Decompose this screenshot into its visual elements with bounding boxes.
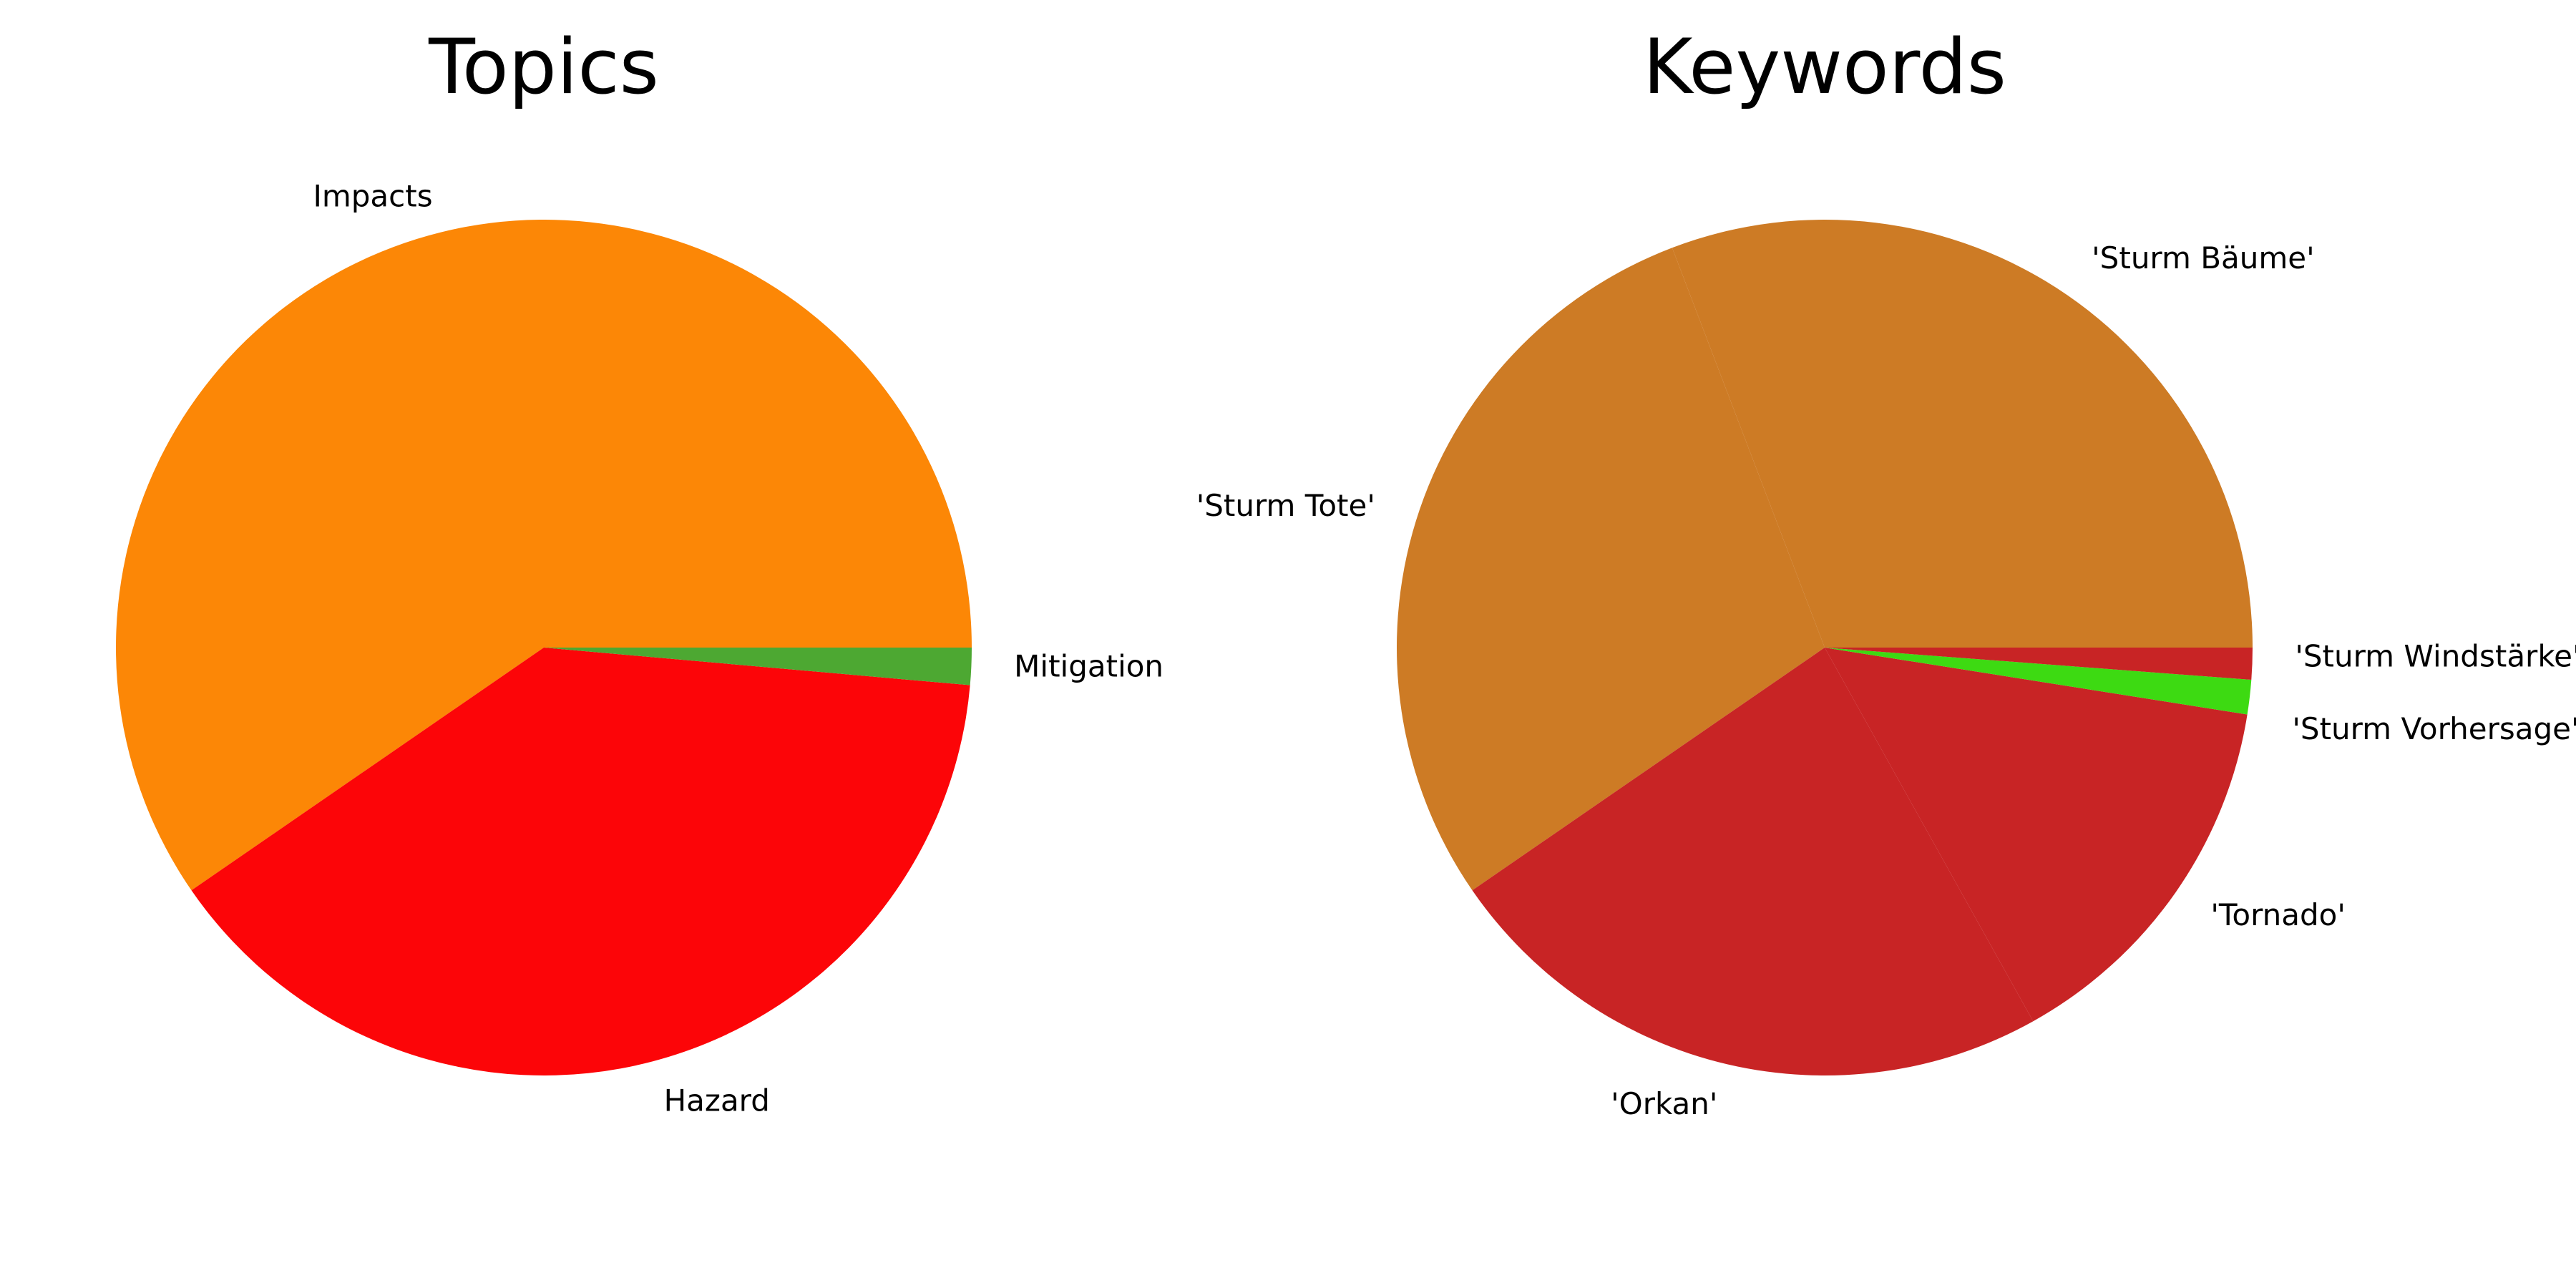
pie-slice-hazard xyxy=(191,648,970,1075)
pie-slice-sturm-b-ume xyxy=(1672,219,2253,648)
slice-label-sturm-windst-rke: 'Sturm Windstärke' xyxy=(2295,638,2576,673)
slice-label-sturm-b-ume: 'Sturm Bäume' xyxy=(2092,240,2315,275)
slice-label-orkan: 'Orkan' xyxy=(1611,1086,1717,1121)
slice-label-mitigation: Mitigation xyxy=(1014,648,1163,683)
slice-label-tornado: 'Tornado' xyxy=(2210,897,2346,932)
pie-slice-mitigation xyxy=(544,648,972,686)
slice-label-hazard: Hazard xyxy=(664,1083,770,1118)
slice-label-sturm-tote: 'Sturm Tote' xyxy=(1196,488,1375,523)
pie-slice-tornado xyxy=(1825,648,2248,1022)
pie-slice-sturm-tote xyxy=(1397,248,1825,891)
topics-pie: Topics Impacts Hazard Mitigation xyxy=(116,23,1163,1118)
slice-label-impacts: Impacts xyxy=(313,178,432,213)
keywords-pie: Keywords 'Sturm Bäume' 'Sturm Tote' 'Orkan'… xyxy=(1196,23,2576,1121)
pie-slice-sturm-vorhersage xyxy=(1825,648,2252,715)
pie-slice-sturm-windst-rke xyxy=(1825,648,2253,680)
pie-slice-orkan xyxy=(1472,648,2034,1075)
pie-slice-impacts xyxy=(116,219,972,891)
chart-title: Keywords xyxy=(1643,23,2006,111)
chart-title: Topics xyxy=(428,23,659,111)
slice-label-sturm-vorhersage: 'Sturm Vorhersage' xyxy=(2292,711,2576,746)
